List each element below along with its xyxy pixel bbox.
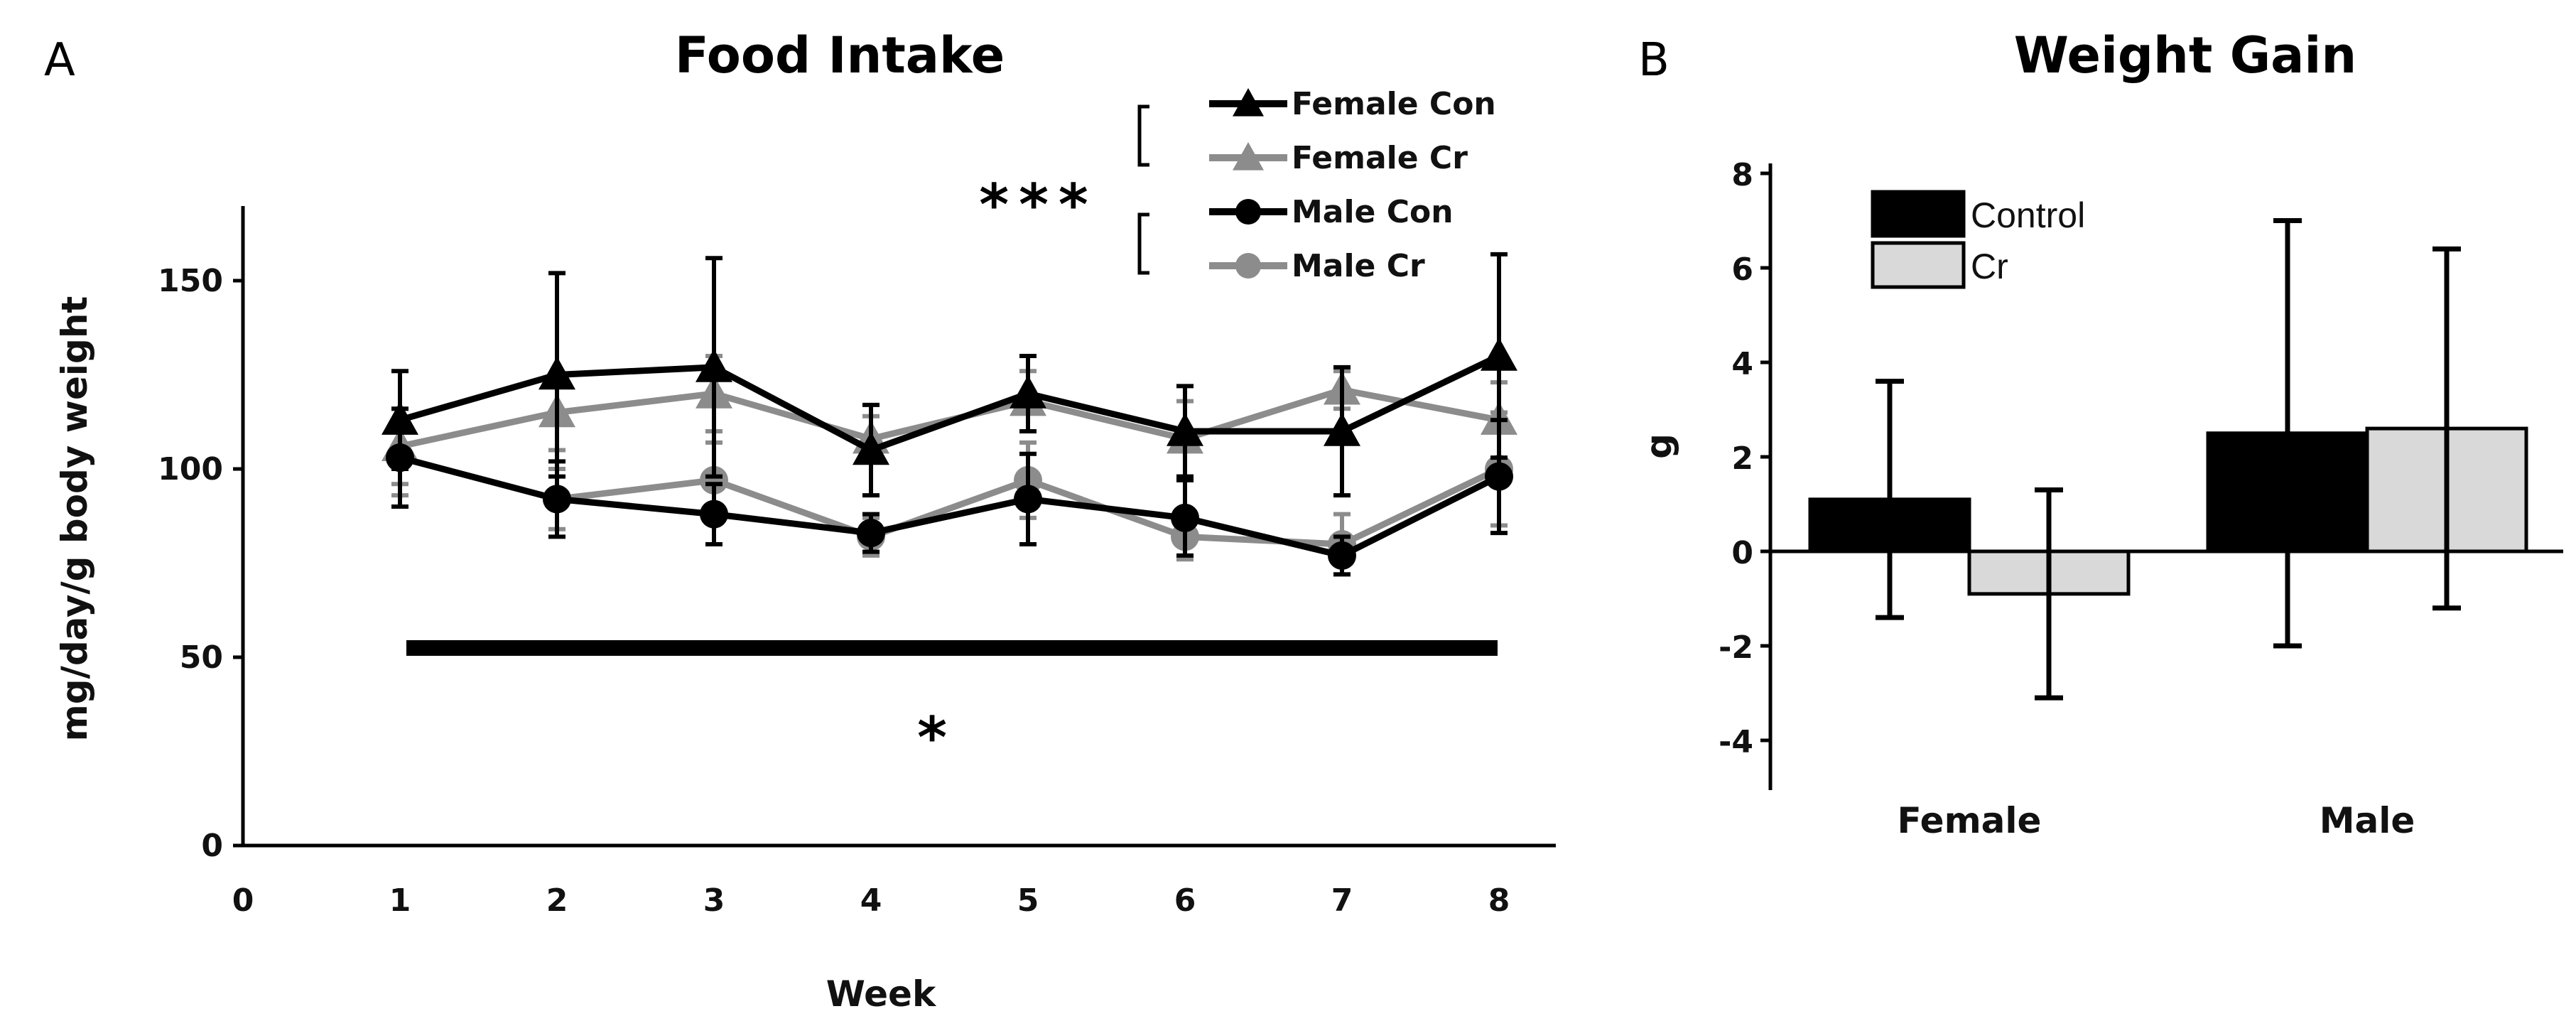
x-tick-label: 8: [1488, 882, 1510, 919]
category-label-female: Female: [1898, 800, 2042, 841]
panel-a-legend: Female Con Female Cr Male Con Male Cr: [1209, 86, 1496, 284]
y-tick-label: 150: [158, 263, 223, 299]
legend-label: Female Cr: [1292, 140, 1468, 176]
panel-a-series: [381, 252, 1517, 577]
data-point-circle: [1014, 485, 1042, 514]
legend-marker-triangle: [1233, 88, 1264, 117]
y-tick-label: 8: [1731, 157, 1753, 193]
x-tick-label: 0: [232, 882, 254, 919]
data-point-circle: [700, 500, 728, 529]
legend-item-male-con: Male Con: [1209, 194, 1454, 230]
bar-female-control: [1808, 379, 1971, 620]
panel-b-title: Weight Gain: [2014, 26, 2356, 85]
y-tick-label: 6: [1731, 252, 1753, 288]
panel-a-title: Food Intake: [675, 26, 1005, 85]
y-tick-label: 100: [158, 451, 223, 487]
y-tick-label: -4: [1719, 724, 1753, 760]
data-point-circle: [700, 465, 728, 495]
panel-a-x-axis-title: Week: [826, 973, 937, 1015]
panel-b-letter: B: [1638, 34, 1669, 87]
data-point-triangle: [539, 356, 575, 390]
panel-a-y-axis-title: mg/day/g body weight: [54, 296, 95, 742]
legend-swatch: [1871, 241, 1966, 289]
x-tick-label: 5: [1017, 882, 1039, 919]
legend-item-control: Control: [1871, 190, 2085, 238]
data-point-circle: [543, 485, 571, 514]
legend-label: Male Cr: [1292, 248, 1425, 284]
legend-marker-triangle: [1233, 142, 1264, 171]
category-label-male: Male: [2320, 800, 2415, 841]
panel-a-bracket-female: [1137, 104, 1149, 167]
legend-swatch: [1871, 190, 1966, 238]
legend-item-male-cr: Male Cr: [1209, 248, 1425, 284]
series-line: [399, 454, 1501, 559]
y-tick-label: 50: [180, 639, 223, 676]
data-point-circle: [857, 519, 885, 548]
data-point-triangle: [1010, 375, 1046, 409]
legend-item-female-cr: Female Cr: [1209, 140, 1468, 176]
x-tick-label: 4: [860, 882, 882, 919]
panel-b-legend: Control Cr: [1871, 190, 2085, 289]
x-tick-label: 3: [703, 882, 725, 919]
series-female-con: [381, 252, 1517, 498]
legend-marker-circle: [1235, 199, 1261, 225]
legend-label: Cr: [1971, 247, 2008, 286]
data-point-triangle: [1324, 413, 1360, 446]
data-point-circle: [1485, 462, 1513, 491]
panel-a-significance-star: *: [917, 705, 947, 771]
x-tick-label: 6: [1174, 882, 1196, 919]
panel-b-y-ticks: -4 -2 0 2 4 6 8: [1719, 157, 1770, 760]
panel-a-bracket-male: [1137, 212, 1149, 275]
bar-female-cr: [1967, 487, 2131, 701]
legend-item-female-con: Female Con: [1209, 86, 1496, 122]
legend-label: Female Con: [1292, 86, 1496, 122]
y-tick-label: 0: [1731, 535, 1753, 571]
panel-b-y-axis-title: g: [1638, 433, 1679, 459]
x-tick-label: 2: [546, 882, 568, 919]
data-point-triangle: [1481, 338, 1517, 371]
legend-label: Control: [1971, 195, 2085, 235]
data-point-triangle: [853, 431, 889, 465]
y-tick-label: 2: [1731, 441, 1753, 477]
legend-label: Male Con: [1292, 194, 1454, 230]
panel-a-y-ticks: 0 50 100 150: [158, 263, 243, 864]
series-line: [399, 454, 1500, 548]
y-tick-label: 0: [201, 828, 223, 864]
y-tick-label: 4: [1731, 346, 1753, 382]
panel-a-letter: A: [44, 34, 75, 87]
data-point-triangle: [1167, 413, 1203, 446]
panel-a-food-intake-chart: A Food Intake 0 50 100 150 0 1 2 3 4 5 6 7 8 Week m…: [44, 26, 1556, 1015]
x-tick-label: 7: [1331, 882, 1353, 919]
data-point-circle: [1171, 503, 1199, 532]
data-point-circle: [1328, 541, 1356, 570]
panel-b-category-labels: Female Male: [1898, 800, 2415, 841]
data-point-triangle: [381, 401, 418, 435]
data-point-triangle: [696, 348, 732, 382]
x-tick-label: 1: [389, 882, 411, 919]
panel-b-weight-gain-chart: B Weight Gain -4 -2 0 2 4 6 8 g Female Male Con…: [1638, 26, 2563, 841]
panel-a-x-ticks: 0 1 2 3 4 5 6 7 8: [232, 882, 1510, 919]
panel-b-bars: [1808, 218, 2528, 701]
series-male-con: [386, 406, 1513, 577]
panel-a-significance-triple-star: ***: [979, 172, 1098, 238]
legend-marker-circle: [1235, 253, 1261, 279]
bar-male-control: [2206, 218, 2369, 649]
legend-item-cr: Cr: [1871, 241, 2008, 289]
y-tick-label: -2: [1719, 630, 1753, 666]
bar-male-cr: [2365, 246, 2528, 611]
series-line: [399, 352, 1500, 453]
